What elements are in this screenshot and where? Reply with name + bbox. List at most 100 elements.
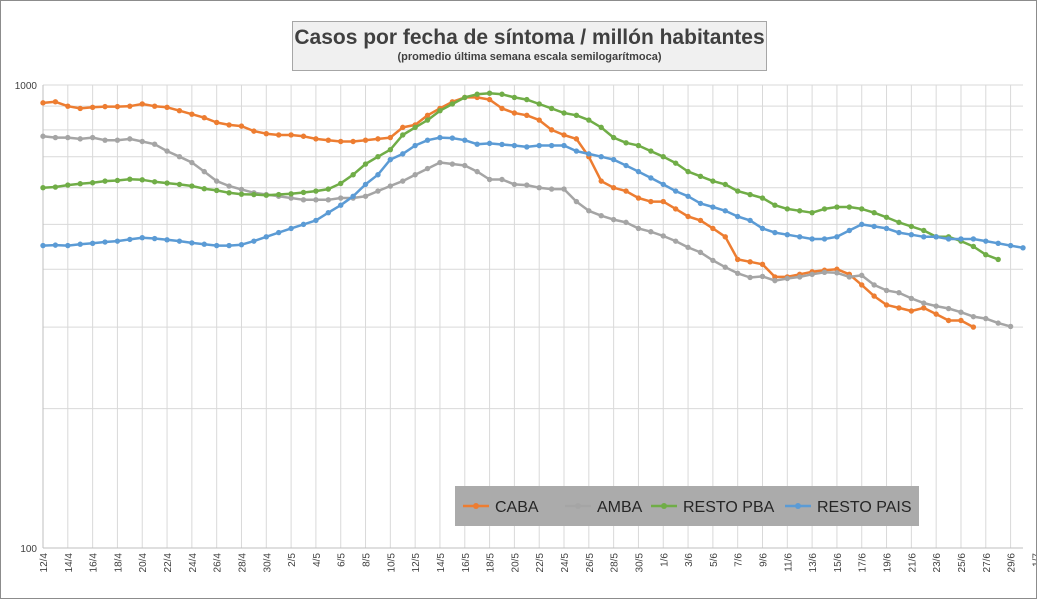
data-point xyxy=(660,198,666,205)
data-point xyxy=(164,180,170,186)
data-point xyxy=(449,101,456,107)
data-point xyxy=(288,132,294,138)
data-point xyxy=(462,137,468,143)
data-point xyxy=(921,234,927,240)
data-point xyxy=(908,223,915,230)
data-point xyxy=(52,99,59,105)
data-point xyxy=(176,181,183,188)
data-point xyxy=(933,311,939,317)
data-point xyxy=(238,123,245,129)
x-tick-label: 15/6 xyxy=(833,553,844,573)
data-point xyxy=(89,134,96,141)
data-point xyxy=(213,187,220,194)
y-tick-label: 1000 xyxy=(15,81,38,92)
data-point xyxy=(362,193,369,199)
data-point xyxy=(400,178,406,184)
data-point xyxy=(685,213,691,220)
data-point xyxy=(40,133,46,139)
data-point xyxy=(387,183,394,189)
data-point xyxy=(102,178,108,184)
data-point xyxy=(524,182,530,188)
data-point xyxy=(189,159,195,166)
data-point xyxy=(610,185,617,191)
data-point xyxy=(536,117,542,123)
data-point xyxy=(908,295,915,302)
x-tick-label: 26/4 xyxy=(213,553,224,573)
data-point xyxy=(263,192,269,198)
data-point xyxy=(400,151,406,157)
data-point xyxy=(139,138,145,145)
x-tick-label: 4/5 xyxy=(312,553,323,567)
legend-swatch-marker xyxy=(473,503,479,509)
data-point xyxy=(499,176,505,183)
x-tick-label: 9/6 xyxy=(758,553,769,567)
data-point xyxy=(437,159,443,166)
data-point xyxy=(896,305,902,311)
data-point xyxy=(1007,323,1014,330)
x-tick-label: 7/6 xyxy=(734,553,745,567)
data-point xyxy=(759,273,766,280)
data-point xyxy=(338,180,344,187)
data-point xyxy=(586,117,592,123)
data-point xyxy=(921,305,927,311)
x-tick-label: 10/5 xyxy=(386,553,397,573)
data-point xyxy=(300,189,307,196)
data-point xyxy=(809,236,815,242)
data-point xyxy=(908,308,915,314)
data-point xyxy=(486,90,493,96)
data-point xyxy=(995,256,1001,263)
data-point xyxy=(896,289,902,296)
data-point xyxy=(263,130,269,137)
x-tick-label: 30/4 xyxy=(262,553,273,573)
data-point xyxy=(834,270,840,276)
data-point xyxy=(102,137,108,143)
data-point xyxy=(784,206,791,212)
x-tick-label: 11/6 xyxy=(783,553,794,572)
data-point xyxy=(660,154,666,160)
data-point xyxy=(511,181,518,188)
data-point xyxy=(350,193,356,199)
data-point xyxy=(474,91,480,97)
data-point xyxy=(697,249,704,256)
data-point xyxy=(610,216,617,223)
data-point xyxy=(710,178,716,184)
data-point xyxy=(648,148,654,154)
data-point xyxy=(672,188,679,194)
data-point xyxy=(846,274,853,280)
data-point xyxy=(238,186,245,193)
data-point xyxy=(77,105,83,112)
data-point xyxy=(52,134,59,141)
data-point xyxy=(821,269,828,275)
x-tick-label: 1/7 xyxy=(1031,553,1036,567)
data-point xyxy=(375,172,381,178)
data-point xyxy=(40,100,46,106)
data-point xyxy=(635,195,642,201)
data-point xyxy=(871,293,877,299)
data-point xyxy=(102,103,108,110)
data-point xyxy=(511,142,518,149)
data-point xyxy=(573,136,580,142)
x-tick-label: 1/6 xyxy=(659,553,670,567)
data-point xyxy=(759,195,766,201)
data-point xyxy=(40,242,46,249)
data-point xyxy=(139,177,145,183)
data-point xyxy=(995,320,1001,326)
data-point xyxy=(77,241,83,247)
data-point xyxy=(449,135,456,141)
series-line xyxy=(42,91,999,261)
data-point xyxy=(387,134,394,141)
data-point xyxy=(275,191,282,198)
data-point xyxy=(660,233,666,239)
data-point xyxy=(697,200,704,207)
data-point xyxy=(52,242,59,248)
data-point xyxy=(598,124,604,131)
data-point xyxy=(846,227,853,234)
data-point xyxy=(734,256,741,263)
x-tick-label: 12/5 xyxy=(411,553,422,573)
data-point xyxy=(114,177,121,184)
data-point xyxy=(908,231,915,238)
data-point xyxy=(536,142,542,149)
data-point xyxy=(697,217,704,224)
data-point xyxy=(1020,245,1026,251)
data-point xyxy=(1007,242,1014,249)
